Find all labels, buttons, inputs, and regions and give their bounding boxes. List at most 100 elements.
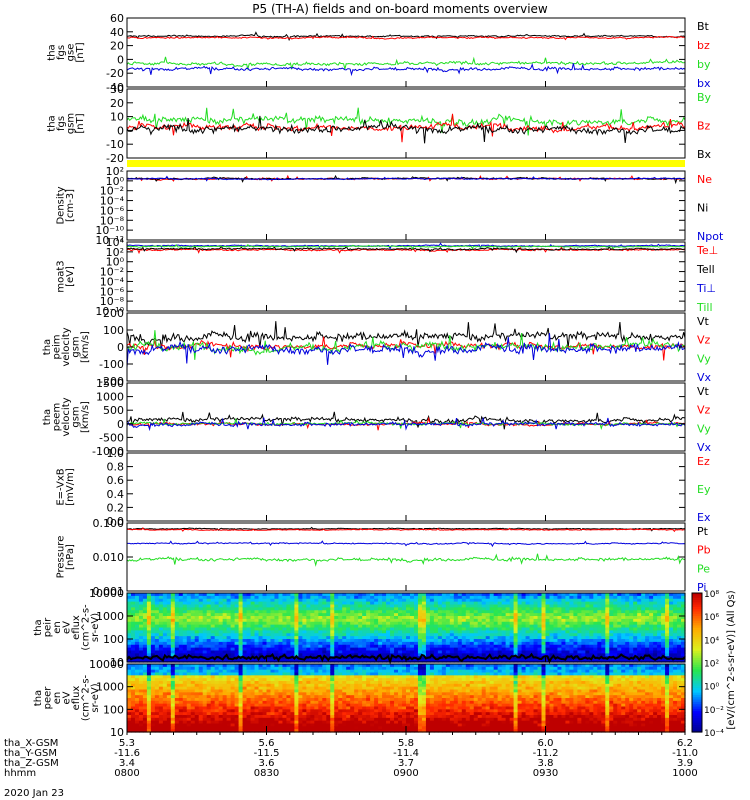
spectrogram-cell [573, 621, 578, 626]
spectrogram-cell [238, 729, 244, 733]
spectrogram-cell [493, 627, 499, 631]
spectrogram-cell [306, 720, 311, 725]
spectrogram-cell [633, 607, 638, 611]
spectrogram-cell [250, 709, 256, 713]
spectrogram-cell [218, 672, 224, 676]
spectrogram-cell [234, 610, 240, 614]
spectrogram-cell [609, 595, 614, 600]
spectrogram-cell [521, 613, 527, 617]
spectrogram-cell [242, 715, 248, 719]
spectrogram-cell [601, 653, 606, 657]
spectrogram-cell [613, 653, 618, 657]
spectrogram-cell [338, 595, 343, 600]
spectrogram-cell [202, 703, 208, 708]
spectrogram-cell [657, 616, 662, 620]
spectrogram-cell [589, 633, 594, 637]
spectrogram-cell [358, 703, 363, 708]
spectrogram-cell [390, 656, 395, 660]
spectrogram-cell [445, 659, 451, 663]
spectrogram-cell [665, 607, 670, 611]
spectrogram-cell [306, 715, 311, 719]
spectrogram-cell [334, 666, 339, 671]
spectrogram-cell [489, 636, 495, 640]
spectrogram-cell [246, 641, 252, 646]
spectrogram-cell [158, 653, 164, 657]
spectrogram-cell [549, 595, 555, 600]
spectrogram-cell [134, 675, 140, 679]
spectrogram-cell [561, 610, 567, 614]
spectrogram-cell [130, 627, 136, 631]
spectrogram-cell [314, 601, 319, 606]
spectrogram-cell [127, 618, 132, 623]
spectrogram-cell [649, 639, 654, 643]
spectrogram-cell [429, 627, 435, 631]
spectrogram-cell [150, 678, 156, 682]
spectrogram-cell [593, 630, 598, 634]
spectrogram-cell [186, 726, 192, 730]
spectrogram-cell [553, 621, 559, 626]
spectrogram-cell [242, 729, 248, 733]
spectrogram-cell [390, 598, 395, 603]
spectrogram-cell [354, 720, 359, 725]
spectrogram-cell [138, 698, 144, 702]
spectrogram-cell [286, 692, 292, 696]
spectrogram-cell [429, 621, 435, 626]
spectrogram-cell [314, 598, 319, 603]
spectrogram-cell [358, 692, 363, 696]
spectrogram-cell [366, 681, 371, 685]
spectrogram-cell [202, 647, 208, 652]
spectrogram-cell [593, 593, 598, 597]
spectrogram-cell [338, 621, 343, 626]
spectrogram-cell [142, 659, 148, 663]
spectrogram-cell [621, 639, 626, 643]
spectrogram-cell [342, 717, 347, 722]
spectrogram-cell [453, 618, 459, 623]
spectrogram-cell [282, 644, 288, 649]
spectrogram-cell [593, 601, 598, 606]
legend-npot: Npot [697, 230, 724, 243]
spectrogram-cell [174, 627, 180, 631]
spectrogram-cell [210, 659, 216, 663]
spectrogram-cell [481, 636, 487, 640]
spectrogram-cell [429, 613, 435, 617]
spectrogram-cell [657, 595, 662, 600]
spectrogram-cell [218, 698, 224, 702]
spectrogram-cell [433, 659, 439, 663]
spectrogram-cell [250, 706, 256, 710]
spectrogram-cell [465, 616, 471, 620]
spectrogram-cell [681, 639, 686, 643]
spectrogram-cell [621, 636, 626, 640]
spectrogram-cell [127, 712, 132, 716]
spectrogram-cell [390, 613, 395, 617]
spectrogram-cell [358, 712, 363, 716]
spectrogram-cell [449, 659, 455, 663]
spectrogram-cell [429, 601, 435, 606]
spectrogram-cell [266, 621, 272, 626]
spectrogram-cell [521, 630, 527, 634]
spectrogram-cell [174, 633, 180, 637]
spectrogram-cell [250, 647, 256, 652]
spectrogram-cell [326, 593, 331, 597]
spectrogram-cell [190, 729, 196, 733]
spectrogram-cell [613, 641, 618, 646]
spectrogram-cell [166, 627, 172, 631]
spectrogram-cell [254, 610, 260, 614]
spectrogram-cell [274, 647, 280, 652]
spectrogram-cell [529, 639, 535, 643]
ylabel-line: Density [56, 186, 67, 224]
spectrogram-cell [413, 604, 419, 608]
spectrogram-cell [449, 627, 455, 631]
spectrogram-cell [154, 712, 160, 716]
spectrogram-cell [473, 624, 479, 629]
spectrogram-cell [417, 650, 423, 654]
spectrogram-cell [390, 641, 395, 646]
spectrogram-cell [529, 610, 535, 614]
spectrogram-cell [182, 720, 188, 725]
spectrogram-cell [234, 689, 240, 693]
spectrogram-cell [593, 598, 598, 603]
spectrogram-cell [358, 633, 363, 637]
spectrogram-cell [286, 720, 292, 725]
spectrogram-cell [382, 624, 387, 629]
spectrogram-cell [282, 666, 288, 671]
spectrogram-cell [425, 636, 431, 640]
